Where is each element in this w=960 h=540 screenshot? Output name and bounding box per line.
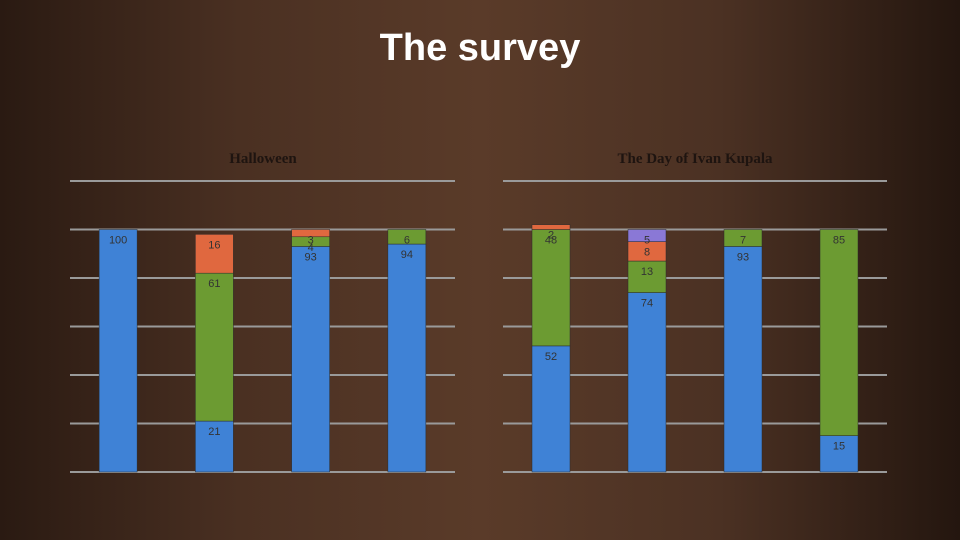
bar-segment: [291, 229, 330, 238]
bar-segment: [627, 292, 667, 473]
bar-segment: [723, 229, 763, 247]
chart-title: Halloween: [229, 151, 297, 167]
bar-segment: [195, 234, 234, 274]
value-label: 74: [641, 298, 653, 310]
value-label: 6: [404, 235, 410, 247]
bar-segment: [531, 229, 571, 347]
bar-segment: [531, 224, 571, 230]
value-label: 16: [208, 239, 220, 251]
value-label: 100: [109, 235, 127, 247]
bar-segment: [387, 243, 427, 473]
value-label: 4: [308, 242, 314, 254]
bar-segment: [531, 345, 571, 473]
bar-segment: [627, 260, 667, 293]
value-label: 5: [644, 235, 650, 247]
bar-segment: [291, 246, 330, 473]
chart-title: The Day of Ivan Kupala: [617, 151, 773, 167]
bar-segment: [195, 272, 234, 422]
bar-segment: [387, 229, 427, 245]
bar-segment: [819, 435, 859, 473]
bar-segment: [98, 229, 138, 473]
value-label: 2: [548, 230, 554, 242]
bar-segment: [195, 420, 234, 473]
slide-title: The survey: [380, 27, 581, 69]
bar-segment: [819, 229, 859, 436]
value-label: 8: [644, 247, 650, 259]
value-label: 61: [208, 278, 220, 290]
bar-segment: [723, 246, 763, 473]
value-label: 3: [308, 235, 314, 247]
value-label: 7: [740, 235, 746, 247]
value-label: 48: [545, 235, 557, 247]
value-label: 93: [305, 251, 317, 263]
value-label: 21: [208, 426, 220, 438]
value-label: 15: [833, 441, 845, 453]
value-label: 13: [641, 266, 653, 278]
value-label: 52: [545, 351, 557, 363]
value-label: 94: [401, 249, 413, 261]
value-label: 93: [737, 251, 749, 263]
value-label: 85: [833, 235, 845, 247]
bar-segment: [627, 229, 667, 242]
